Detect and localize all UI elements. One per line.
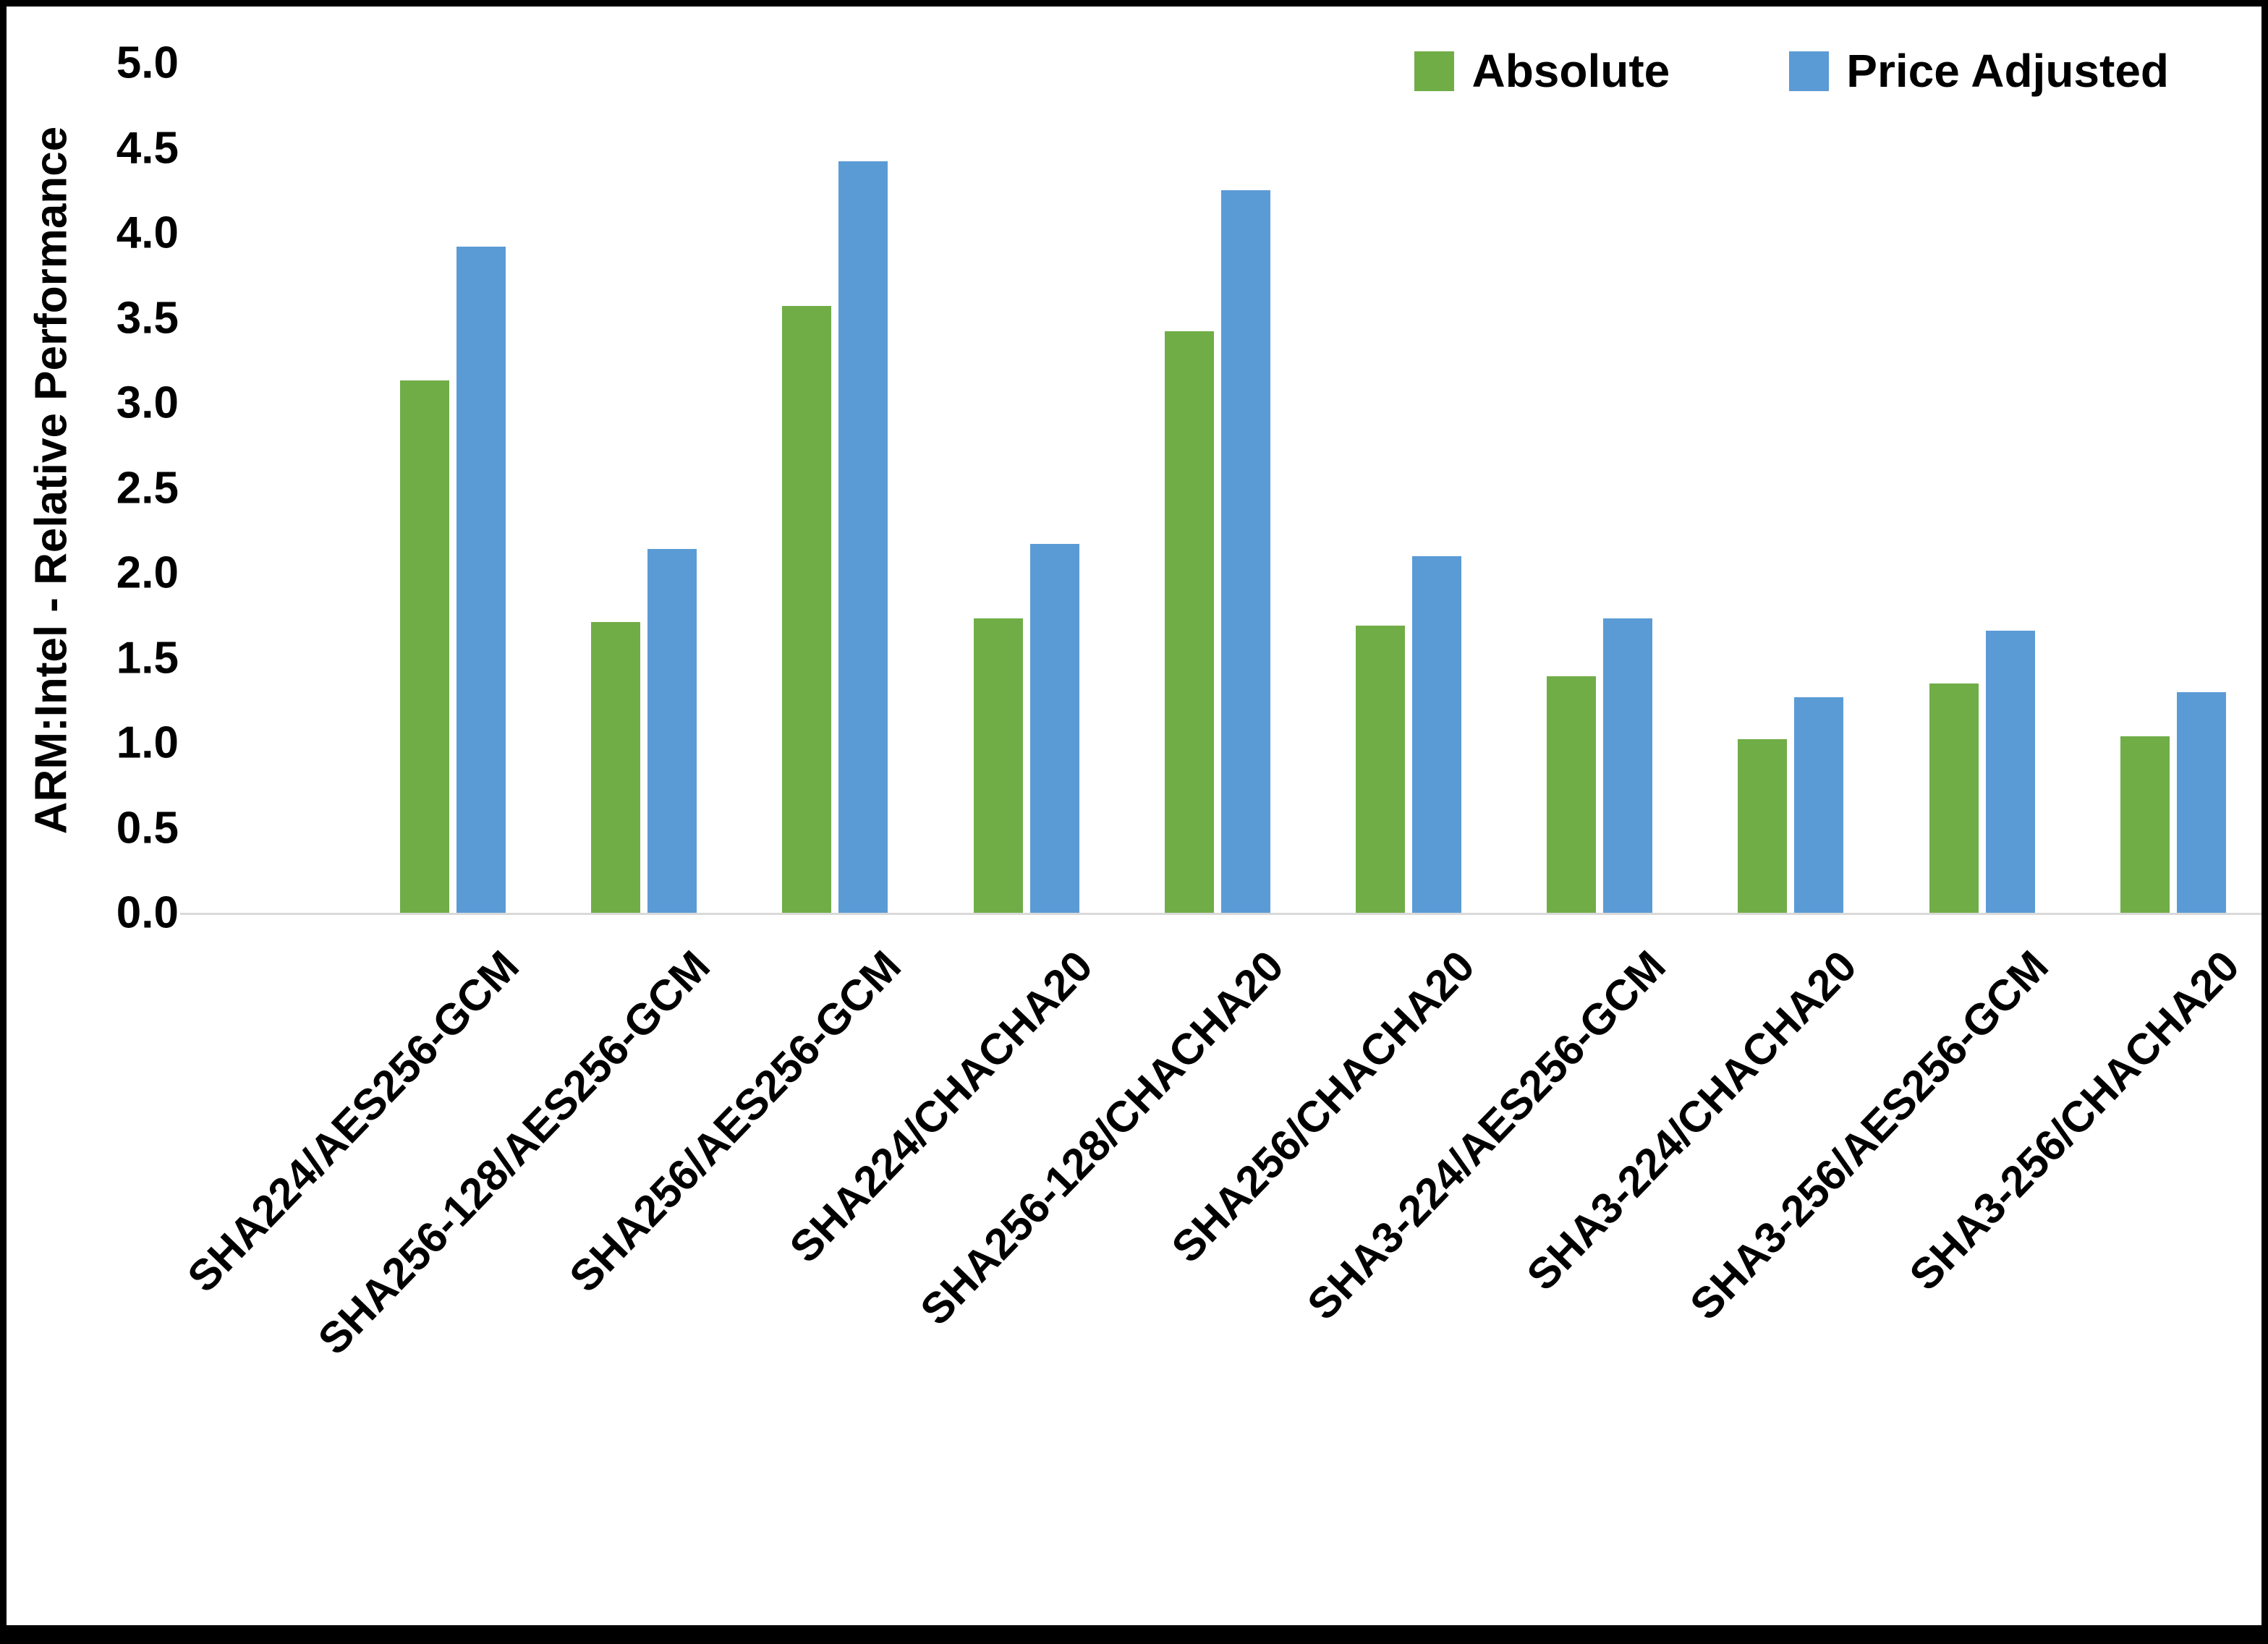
bar-absolute bbox=[1164, 331, 1214, 913]
bar-absolute bbox=[973, 618, 1023, 913]
x-axis-line bbox=[180, 913, 2261, 915]
y-tick-label: 0.0 bbox=[116, 887, 179, 938]
y-tick-label: 4.5 bbox=[116, 123, 179, 173]
bar-price-adjusted bbox=[838, 161, 888, 913]
bar-absolute bbox=[782, 306, 832, 913]
bar-price-adjusted bbox=[1794, 697, 1844, 913]
legend-item-price-adjusted: Price Adjusted bbox=[1789, 44, 2169, 98]
bar-absolute bbox=[2120, 736, 2170, 913]
bar-absolute bbox=[1547, 676, 1597, 913]
x-tick-label: SHA3-256/CHACHA20 bbox=[1900, 941, 2248, 1300]
y-tick-label: 0.5 bbox=[116, 803, 179, 853]
legend-label-price-adjusted: Price Adjusted bbox=[1846, 45, 2169, 97]
x-axis-labels: SHA224/AES256-GCM SHA256-128/AES256-GCM SH… bbox=[7, 941, 2261, 1625]
y-axis-ticks: 5.0 4.5 4.0 3.5 3.0 2.5 2.0 1.5 1.0 0.5 0.0 bbox=[7, 7, 179, 1625]
bar-price-adjusted bbox=[1412, 555, 1461, 913]
y-tick-label: 3.5 bbox=[116, 293, 179, 343]
bar-price-adjusted bbox=[1603, 618, 1653, 913]
bar-price-adjusted bbox=[647, 549, 697, 913]
legend-swatch-price-adjusted bbox=[1789, 51, 1830, 91]
y-tick-label: 5.0 bbox=[116, 38, 179, 88]
plot-area bbox=[7, 7, 2261, 915]
bar-price-adjusted bbox=[1029, 544, 1079, 913]
y-tick-label: 2.0 bbox=[116, 548, 179, 598]
legend-label-absolute: Absolute bbox=[1471, 45, 1670, 97]
y-tick-label: 2.5 bbox=[116, 463, 179, 513]
bar-price-adjusted bbox=[456, 246, 506, 913]
legend-swatch-absolute bbox=[1414, 51, 1455, 91]
y-tick-label: 3.0 bbox=[116, 378, 179, 428]
y-tick-label: 1.0 bbox=[116, 717, 179, 768]
bar-price-adjusted bbox=[2176, 691, 2226, 913]
bar-price-adjusted bbox=[1985, 630, 2035, 913]
bar-absolute bbox=[1738, 739, 1788, 913]
bar-absolute bbox=[1929, 683, 1979, 913]
bar-price-adjusted bbox=[1220, 190, 1270, 913]
y-tick-label: 4.0 bbox=[116, 208, 179, 258]
legend-item-absolute: Absolute bbox=[1414, 44, 1670, 98]
bar-absolute bbox=[400, 380, 449, 913]
legend: Absolute Price Adjusted bbox=[1414, 44, 2169, 98]
y-tick-label: 1.5 bbox=[116, 633, 179, 683]
bar-absolute bbox=[1356, 625, 1405, 913]
bar-absolute bbox=[591, 622, 641, 913]
x-tick-label: SHA224/AES256-GCM bbox=[178, 941, 528, 1302]
